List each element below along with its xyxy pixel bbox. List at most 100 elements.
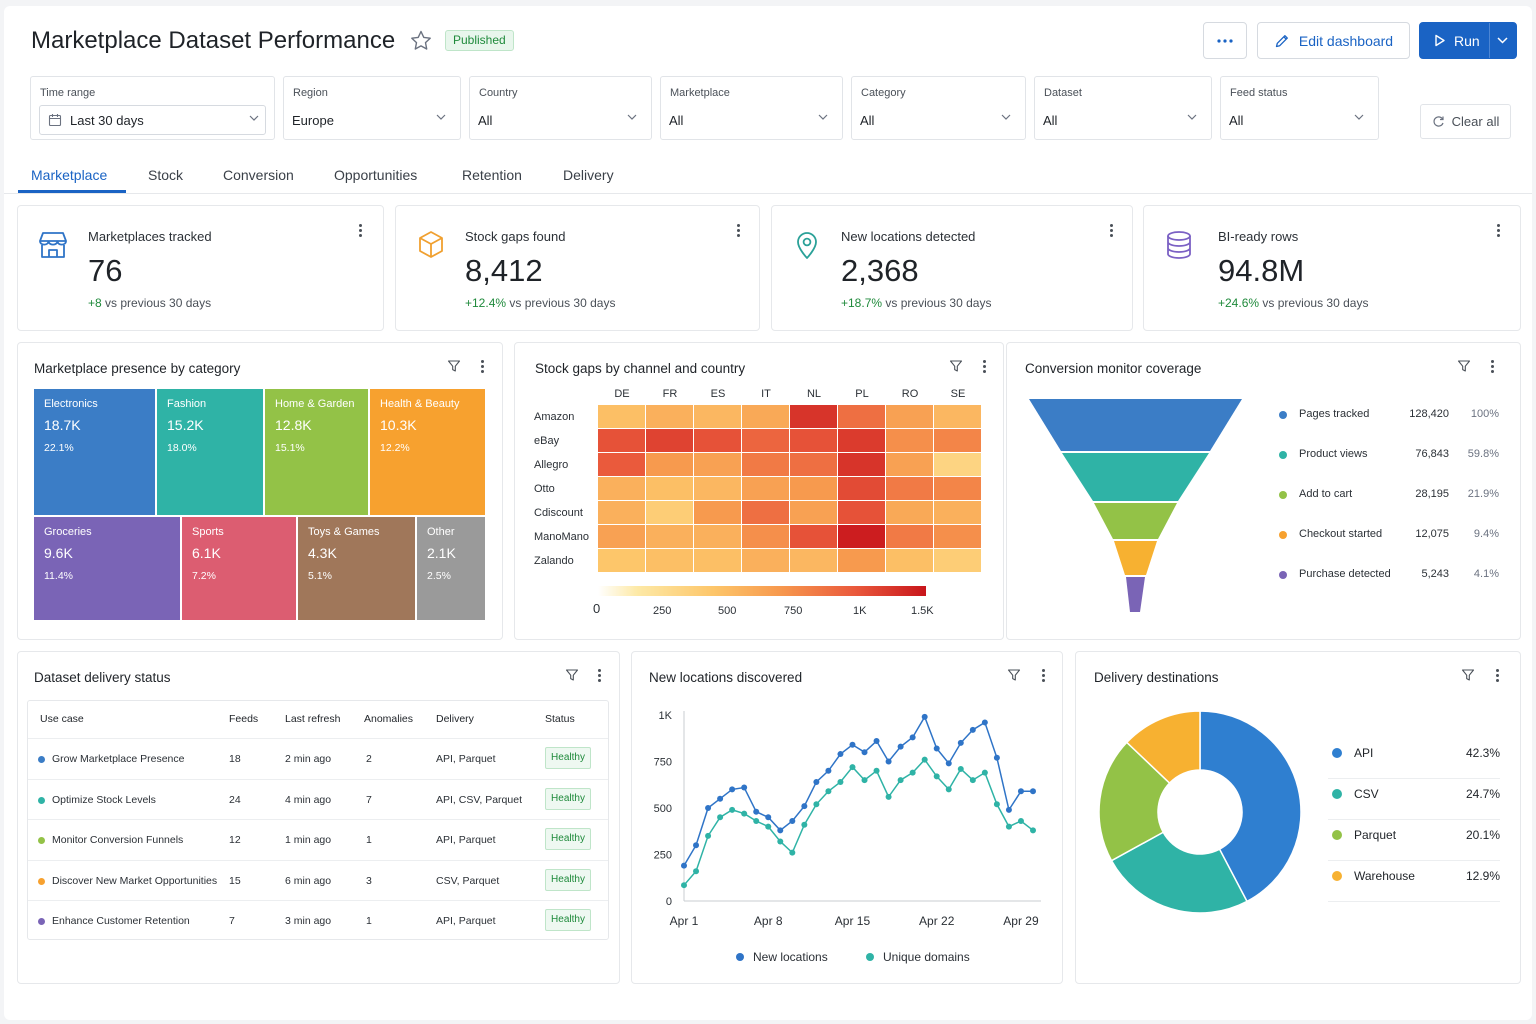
column-header[interactable]: Status xyxy=(545,713,575,725)
funnel-stage-add-to-cart[interactable] xyxy=(1094,503,1177,539)
heatmap-cell[interactable] xyxy=(838,549,886,573)
data-point[interactable] xyxy=(921,713,928,720)
data-point[interactable] xyxy=(909,734,916,741)
heatmap-cell[interactable] xyxy=(694,453,742,477)
heatmap-cell[interactable] xyxy=(742,453,790,477)
data-point[interactable] xyxy=(753,818,760,825)
data-point[interactable] xyxy=(921,756,928,763)
data-point[interactable] xyxy=(885,758,892,765)
time-range-select[interactable]: Last 30 days xyxy=(39,105,266,135)
data-point[interactable] xyxy=(813,778,820,785)
data-point[interactable] xyxy=(1017,788,1024,795)
data-point[interactable] xyxy=(993,754,1000,761)
donut-slice[interactable] xyxy=(1125,710,1201,785)
data-point[interactable] xyxy=(813,801,820,808)
heatmap-cell[interactable] xyxy=(598,429,646,453)
country-select[interactable]: All xyxy=(478,105,643,135)
data-point[interactable] xyxy=(945,760,952,767)
donut-legend-item[interactable]: CSV 24.7% xyxy=(1328,779,1500,820)
heatmap-cell[interactable] xyxy=(742,405,790,429)
data-point[interactable] xyxy=(825,767,832,774)
heatmap-cell[interactable] xyxy=(886,405,934,429)
heatmap-cell[interactable] xyxy=(934,477,982,501)
kebab-menu-icon[interactable] xyxy=(1493,222,1503,240)
heatmap-cell[interactable] xyxy=(790,501,838,525)
treemap-cell[interactable]: Electronics 18.7K 22.1% xyxy=(34,389,155,515)
region-select[interactable]: Europe xyxy=(292,105,452,135)
data-point[interactable] xyxy=(837,751,844,758)
heatmap-cell[interactable] xyxy=(646,453,694,477)
data-point[interactable] xyxy=(873,738,880,745)
kebab-menu-icon[interactable] xyxy=(979,358,989,376)
data-point[interactable] xyxy=(861,777,868,784)
kebab-menu-icon[interactable] xyxy=(477,358,487,376)
heatmap-cell[interactable] xyxy=(790,525,838,549)
data-point[interactable] xyxy=(849,741,856,748)
data-point[interactable] xyxy=(789,849,796,856)
filter-icon[interactable] xyxy=(949,359,963,373)
tab-stock[interactable]: Stock xyxy=(148,167,184,183)
kebab-menu-icon[interactable] xyxy=(1487,358,1497,376)
heatmap-cell[interactable] xyxy=(886,477,934,501)
data-point[interactable] xyxy=(801,803,808,810)
data-point[interactable] xyxy=(777,838,784,845)
heatmap-cell[interactable] xyxy=(790,477,838,501)
kebab-menu-icon[interactable] xyxy=(1106,222,1116,240)
data-point[interactable] xyxy=(981,769,988,776)
donut-slice[interactable] xyxy=(1110,831,1248,914)
heatmap-cell[interactable] xyxy=(886,525,934,549)
heatmap-cell[interactable] xyxy=(838,405,886,429)
data-point[interactable] xyxy=(969,777,976,784)
edit-dashboard-button[interactable]: Edit dashboard xyxy=(1257,22,1410,59)
data-point[interactable] xyxy=(969,726,976,733)
data-point[interactable] xyxy=(1005,806,1012,813)
heatmap-cell[interactable] xyxy=(886,453,934,477)
heatmap-cell[interactable] xyxy=(934,501,982,525)
donut-slice[interactable] xyxy=(1098,741,1171,862)
table-row[interactable]: Discover New Market Opportunities 15 6 min… xyxy=(28,859,608,900)
data-point[interactable] xyxy=(717,814,724,821)
data-point[interactable] xyxy=(765,814,772,821)
tab-conversion[interactable]: Conversion xyxy=(223,167,294,183)
table-row[interactable]: Monitor Conversion Funnels 12 1 min ago 1 AP… xyxy=(28,819,608,859)
heatmap-cell[interactable] xyxy=(646,549,694,573)
heatmap-cell[interactable] xyxy=(694,477,742,501)
data-point[interactable] xyxy=(705,832,712,839)
clear-all-button[interactable]: Clear all xyxy=(1420,104,1511,139)
data-point[interactable] xyxy=(897,743,904,750)
table-row[interactable]: Grow Marketplace Presence 18 2 min ago 2 API… xyxy=(28,738,608,778)
funnel-stage-checkout-started[interactable] xyxy=(1114,541,1157,575)
tab-delivery[interactable]: Delivery xyxy=(563,167,614,183)
data-point[interactable] xyxy=(681,882,687,889)
filter-icon[interactable] xyxy=(1007,668,1021,682)
heatmap-cell[interactable] xyxy=(838,429,886,453)
star-icon[interactable] xyxy=(408,28,434,54)
heatmap-cell[interactable] xyxy=(646,477,694,501)
funnel-stage-purchase-detected[interactable] xyxy=(1126,577,1145,612)
tab-opportunities[interactable]: Opportunities xyxy=(334,167,418,183)
column-header[interactable]: Use case xyxy=(40,713,84,725)
heatmap-cell[interactable] xyxy=(838,453,886,477)
heatmap-cell[interactable] xyxy=(838,501,886,525)
category-select[interactable]: All xyxy=(860,105,1017,135)
treemap-cell[interactable]: Toys & Games 4.3K 5.1% xyxy=(298,517,415,620)
heatmap-cell[interactable] xyxy=(598,477,646,501)
heatmap-cell[interactable] xyxy=(790,453,838,477)
treemap-cell[interactable]: Sports 6.1K 7.2% xyxy=(182,517,296,620)
column-header[interactable]: Last refresh xyxy=(285,713,341,725)
data-point[interactable] xyxy=(705,805,712,811)
treemap-cell[interactable]: Other 2.1K 2.5% xyxy=(417,517,485,620)
funnel-stage-pages-tracked[interactable] xyxy=(1029,399,1242,451)
data-point[interactable] xyxy=(729,786,736,793)
data-point[interactable] xyxy=(825,788,832,795)
data-point[interactable] xyxy=(1005,823,1012,830)
data-point[interactable] xyxy=(801,821,808,828)
feed-status-select[interactable]: All xyxy=(1229,105,1370,135)
data-point[interactable] xyxy=(873,767,880,774)
heatmap-cell[interactable] xyxy=(742,429,790,453)
more-options-button[interactable] xyxy=(1203,22,1247,59)
heatmap-cell[interactable] xyxy=(694,549,742,573)
treemap-cell[interactable]: Fashion 15.2K 18.0% xyxy=(157,389,263,515)
data-point[interactable] xyxy=(741,784,748,791)
data-point[interactable] xyxy=(753,808,760,815)
